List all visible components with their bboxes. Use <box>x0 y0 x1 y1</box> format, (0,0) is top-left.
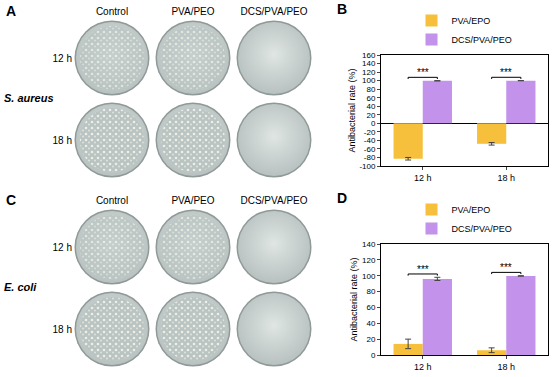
svg-text:Control: Control <box>96 6 128 17</box>
svg-text:***: *** <box>500 262 512 273</box>
html-text:D: D <box>337 190 348 206</box>
svg-text:PVA/PEO: PVA/PEO <box>171 195 214 206</box>
svg-text:100: 100 <box>362 272 376 281</box>
svg-text:PVA/EPO: PVA/EPO <box>452 205 491 215</box>
svg-text:DCS/PVA/PEO: DCS/PVA/PEO <box>240 6 307 17</box>
svg-text:40: 40 <box>366 319 375 328</box>
svg-text:60: 60 <box>366 303 375 312</box>
svg-text:80: 80 <box>366 287 375 296</box>
svg-text:140: 140 <box>362 240 376 249</box>
svg-text:***: *** <box>500 67 512 78</box>
svg-text:60: 60 <box>366 93 375 102</box>
svg-text:Antibacterial rate (%): Antibacterial rate (%) <box>347 68 357 152</box>
svg-text:18 h: 18 h <box>497 362 515 372</box>
svg-text:-100: -100 <box>359 162 376 171</box>
html-text:B: B <box>337 1 348 17</box>
svg-text:140: 140 <box>362 59 376 68</box>
svg-text:***: *** <box>417 67 429 78</box>
svg-text:12 h: 12 h <box>53 242 72 253</box>
svg-text:C: C <box>6 192 16 208</box>
svg-text:E. coli: E. coli <box>4 281 37 293</box>
svg-text:12 h: 12 h <box>53 53 72 64</box>
svg-text:-20: -20 <box>364 128 376 137</box>
svg-text:80: 80 <box>366 85 375 94</box>
svg-text:12 h: 12 h <box>414 362 432 372</box>
svg-text:18 h: 18 h <box>53 135 72 146</box>
svg-text:DCS/PVA/PEO: DCS/PVA/PEO <box>452 35 512 45</box>
svg-text:***: *** <box>417 264 429 275</box>
svg-text:-80: -80 <box>364 153 376 162</box>
svg-text:20: 20 <box>366 335 375 344</box>
svg-text:40: 40 <box>366 102 375 111</box>
svg-text:18 h: 18 h <box>53 324 72 335</box>
svg-text:18 h: 18 h <box>497 173 515 183</box>
svg-text:DCS/PVA/PEO: DCS/PVA/PEO <box>240 195 307 206</box>
svg-text:160: 160 <box>362 51 376 60</box>
svg-text:Control: Control <box>96 195 128 206</box>
svg-text:DCS/PVA/PEO: DCS/PVA/PEO <box>452 224 512 234</box>
svg-text:A: A <box>6 3 16 19</box>
svg-text:-40: -40 <box>364 136 376 145</box>
svg-text:20: 20 <box>366 111 375 120</box>
svg-text:PVA/PEO: PVA/PEO <box>171 6 214 17</box>
svg-text:0: 0 <box>371 119 376 128</box>
svg-text:S. aureus: S. aureus <box>4 92 54 104</box>
svg-text:0: 0 <box>371 351 376 360</box>
svg-text:PVA/EPO: PVA/EPO <box>452 16 491 26</box>
svg-text:100: 100 <box>362 76 376 85</box>
svg-text:120: 120 <box>362 68 376 77</box>
svg-text:120: 120 <box>362 256 376 265</box>
svg-text:Antibacterial rate (%): Antibacterial rate (%) <box>349 257 359 341</box>
svg-text:12 h: 12 h <box>414 173 432 183</box>
svg-text:-60: -60 <box>364 145 376 154</box>
